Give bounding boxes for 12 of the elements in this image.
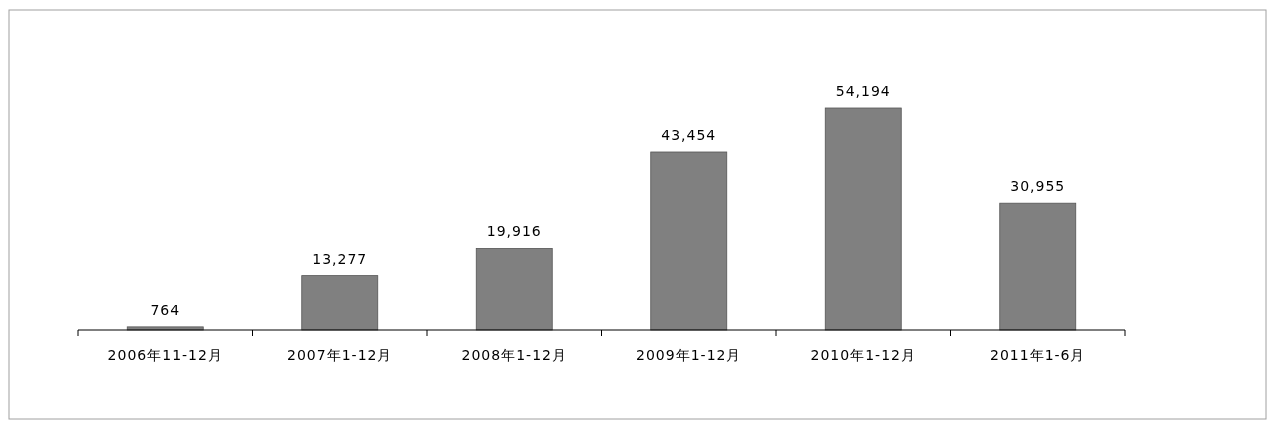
x-tick-label: 2011年1-6月 [990, 347, 1086, 363]
data-label: 43,454 [661, 127, 717, 143]
data-label: 30,955 [1010, 178, 1066, 195]
x-tick-label: 2008年1-12月 [461, 347, 567, 363]
data-label: 13,277 [312, 250, 368, 267]
data-label: 764 [150, 301, 181, 318]
data-label: 19,916 [486, 223, 542, 240]
x-tick-label: 2010年1-12月 [810, 347, 916, 363]
x-tick-label: 2006年11-12月 [107, 347, 223, 363]
data-label: 54,194 [835, 83, 891, 99]
x-tick-label: 2009年1-12月 [636, 347, 742, 363]
x-tick-label: 2007年1-12月 [287, 347, 393, 363]
